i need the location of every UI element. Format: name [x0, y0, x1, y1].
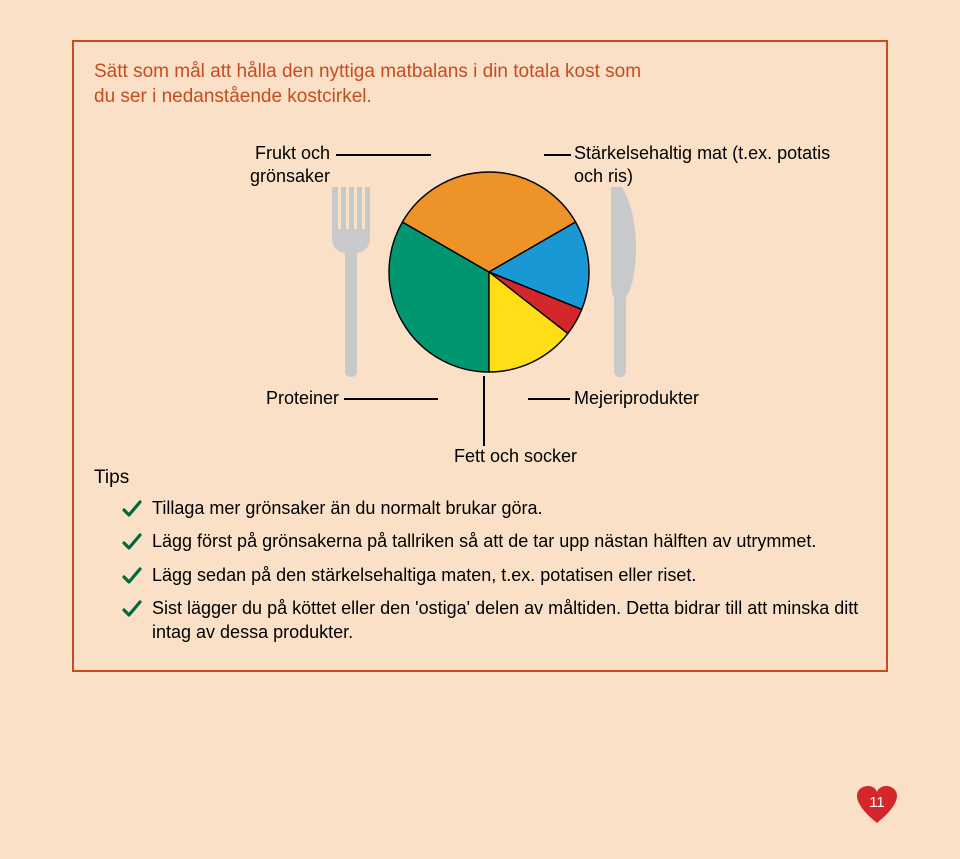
label-fruit: Frukt och grönsaker — [180, 142, 330, 187]
tip-item: Lägg sedan på den stärkelsehaltiga maten… — [122, 564, 862, 587]
page-number: 11 — [856, 794, 898, 811]
intro-text: Sätt som mål att hålla den nyttiga matba… — [94, 60, 654, 109]
tips-heading: Tips — [94, 467, 129, 489]
content-frame: Sätt som mål att hålla den nyttiga matba… — [72, 40, 888, 672]
page-number-heart: 11 — [856, 785, 898, 827]
check-icon — [122, 499, 142, 519]
connector-starch — [544, 154, 571, 156]
label-protein: Proteiner — [259, 387, 339, 410]
connector-protein — [344, 398, 438, 400]
tip-text: Tillaga mer grönsaker än du normalt bruk… — [152, 498, 543, 518]
tip-text: Lägg först på grönsakerna på tallriken s… — [152, 531, 816, 551]
label-starch: Stärkelsehaltig mat (t.ex. potatis och r… — [574, 142, 834, 187]
label-dairy: Mejeriprodukter — [574, 387, 734, 410]
connector-dairy — [528, 398, 570, 400]
fork-icon — [332, 187, 372, 377]
check-icon — [122, 532, 142, 552]
tip-item: Tillaga mer grönsaker än du normalt bruk… — [122, 497, 862, 520]
connector-fruit — [336, 154, 431, 156]
label-fat: Fett och socker — [454, 445, 614, 468]
check-icon — [122, 566, 142, 586]
tip-text: Sist lägger du på köttet eller den 'osti… — [152, 598, 858, 641]
tip-item: Lägg först på grönsakerna på tallriken s… — [122, 530, 862, 553]
tips-list: Tillaga mer grönsaker än du normalt bruk… — [122, 497, 862, 654]
tip-text: Lägg sedan på den stärkelsehaltiga maten… — [152, 565, 696, 585]
knife-icon — [604, 187, 640, 377]
check-icon — [122, 599, 142, 619]
tip-item: Sist lägger du på köttet eller den 'osti… — [122, 597, 862, 644]
food-pie-chart — [384, 167, 594, 377]
connector-fat — [483, 376, 485, 446]
